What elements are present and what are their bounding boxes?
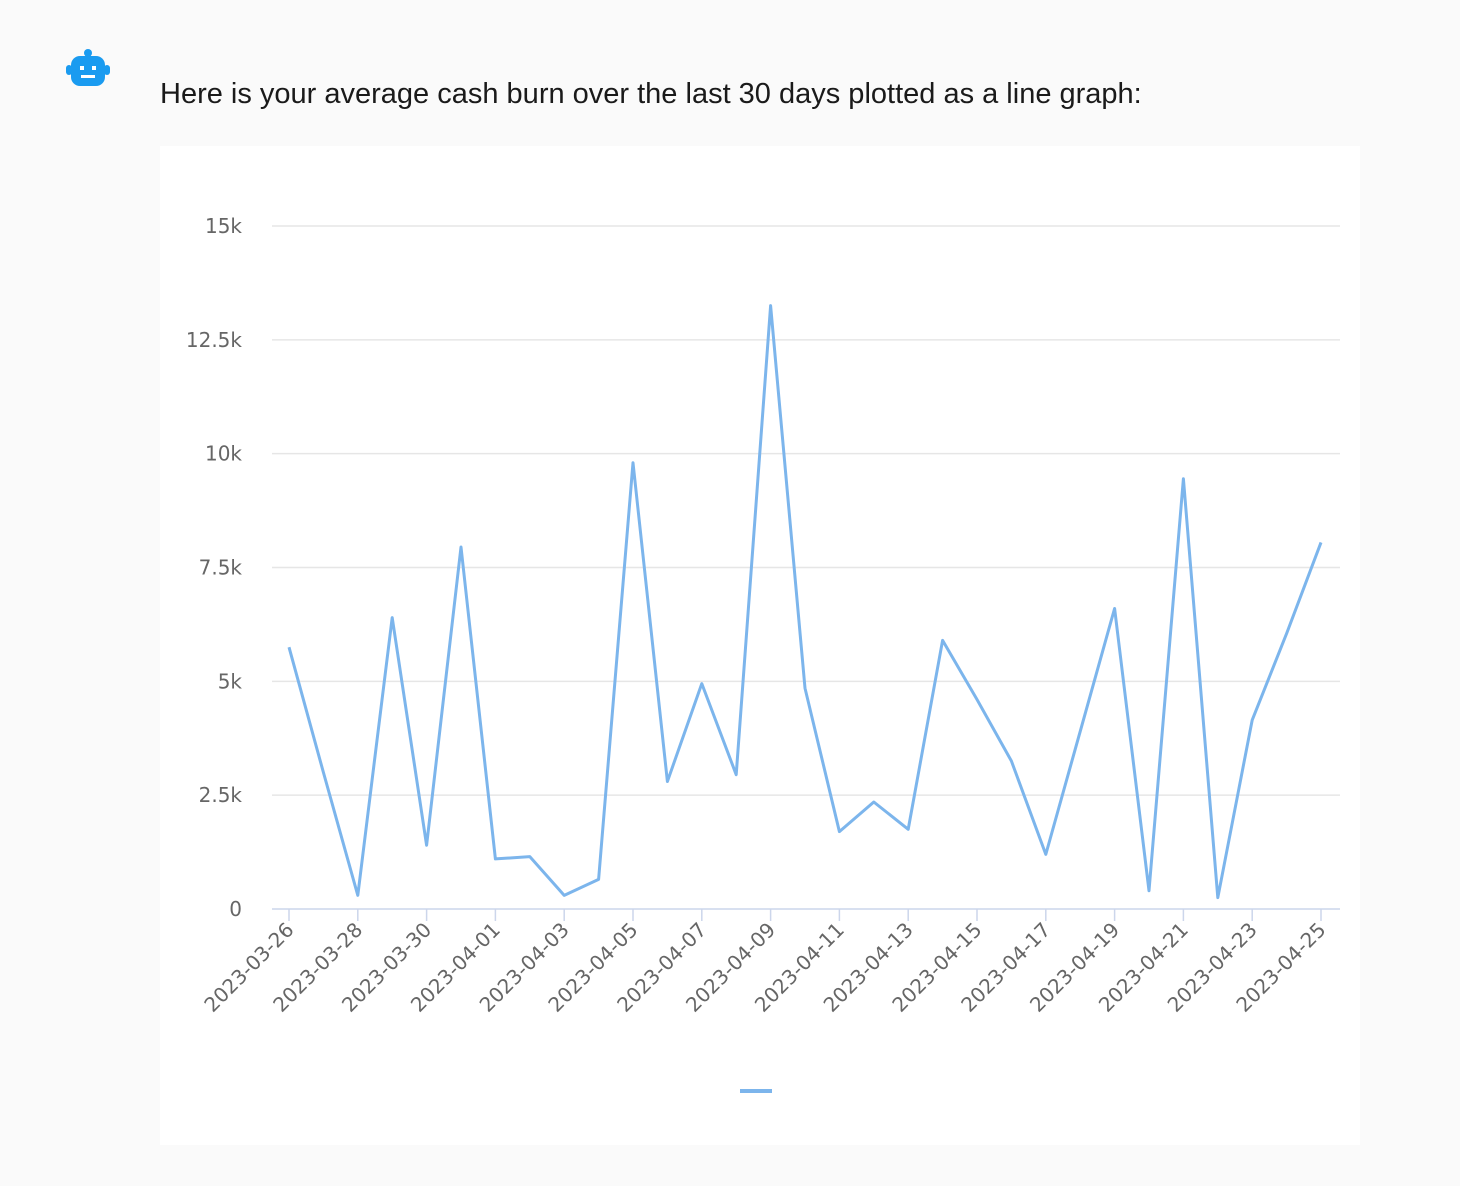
y-tick-label: 10k: [205, 442, 242, 466]
message: Here is your average cash burn over the …: [160, 78, 1142, 110]
y-tick-label: 7.5k: [199, 556, 243, 580]
y-tick-label: 5k: [218, 669, 243, 693]
y-tick-label: 2.5k: [199, 783, 243, 807]
chart: 02.5k5k7.5k10k12.5k15k2023-03-262023-03-…: [160, 146, 1360, 1145]
y-tick-label: 0: [229, 897, 242, 921]
y-tick-label: 12.5k: [186, 328, 243, 352]
y-tick-label: 15k: [205, 214, 242, 238]
bot-icon: [66, 49, 110, 86]
line: [287, 304, 1323, 900]
